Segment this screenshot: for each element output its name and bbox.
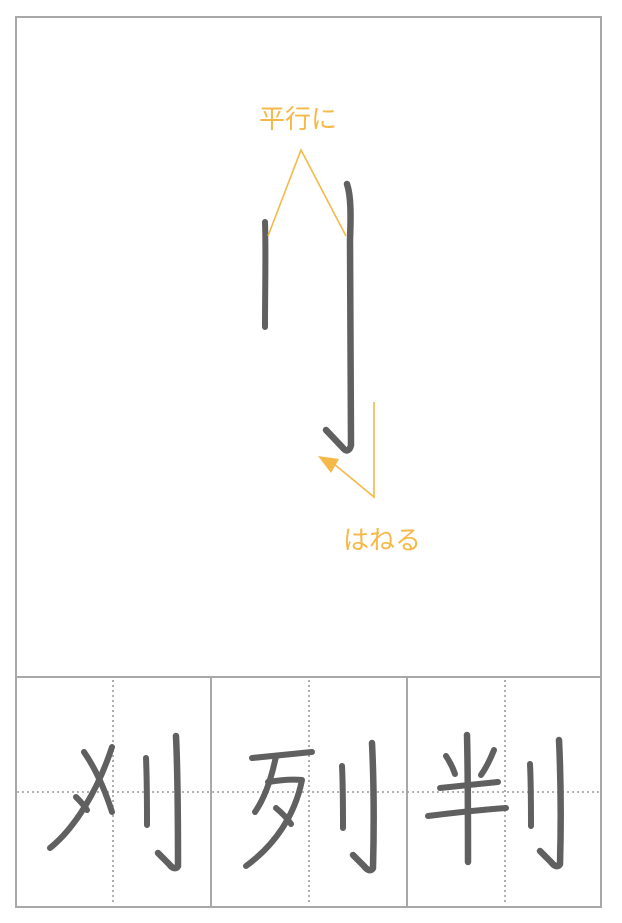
- parallel-note: 平行に: [259, 105, 337, 135]
- kanji-stroke: [339, 763, 346, 831]
- kanji-stroke: [443, 753, 458, 777]
- kanji-stroke: [349, 739, 377, 874]
- kanji-stroke: [252, 753, 279, 815]
- kanji-stroke: [154, 732, 182, 872]
- kanji-stroke: [536, 736, 564, 870]
- hane-annotation: はねる: [318, 402, 421, 556]
- kanji-stroke: [527, 761, 534, 829]
- kanji-stroke: [249, 749, 315, 761]
- radical-long-stroke: [322, 180, 355, 454]
- example-kanji-3: [425, 731, 564, 870]
- kanji-stroke: [273, 805, 294, 827]
- kanji-stroke: [143, 755, 150, 828]
- stroke-demo-panel: [15, 16, 602, 678]
- hane-arrowhead: [318, 456, 339, 473]
- parallel-annotation: 平行に: [259, 105, 347, 237]
- example-kanji-1: [47, 732, 182, 872]
- kanji-stroke: [47, 744, 115, 851]
- parallel-guide-lines: [267, 148, 347, 237]
- hane-guide-line: [333, 402, 375, 499]
- kanji-stroke: [463, 731, 472, 866]
- radical-demo: [262, 180, 355, 454]
- hane-note: はねる: [343, 526, 421, 556]
- example-kanji-2: [243, 739, 377, 874]
- kanji-stroke: [243, 776, 305, 869]
- kanji-stroke: [73, 794, 90, 813]
- practice-grid: [17, 678, 600, 906]
- kanji-stroke: [478, 747, 497, 778]
